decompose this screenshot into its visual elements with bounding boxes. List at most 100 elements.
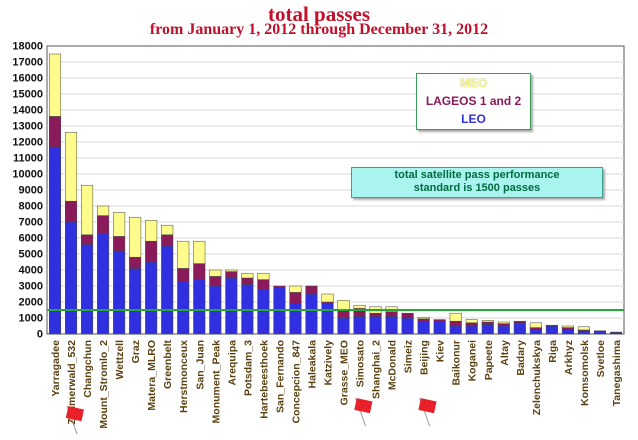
bar-segment-lageos-1-and-2 <box>193 263 206 280</box>
bar-segment-meo <box>241 272 254 279</box>
bar-segment-lageos-1-and-2 <box>465 322 478 327</box>
y-tick-label: 14000 <box>12 105 43 117</box>
bar-segment-lageos-1-and-2 <box>225 271 238 279</box>
x-tick-label: Changchun <box>82 340 94 398</box>
bar-segment-meo <box>145 220 158 242</box>
bar-segment-leo <box>321 303 334 335</box>
bar-segment-leo <box>129 268 142 335</box>
bar-segment-meo <box>257 272 270 280</box>
x-tick-label: McDonald <box>387 340 399 390</box>
y-tick-label: 10000 <box>12 169 43 181</box>
bar-segment-leo <box>369 316 382 335</box>
bar-segment-lageos-1-and-2 <box>449 320 462 327</box>
china-flag-icon <box>418 397 437 427</box>
bar-segment-leo <box>257 288 270 335</box>
x-tick-label: Wettzell <box>114 340 126 380</box>
bar-segment-leo <box>417 320 430 335</box>
bar-segment-leo <box>449 325 462 335</box>
y-tick-label: 0 <box>37 329 43 341</box>
bar-segment-leo <box>97 232 110 335</box>
legend: MEO LAGEOS 1 and 2 LEO <box>416 73 531 130</box>
y-tick-label: 2000 <box>19 297 43 309</box>
x-tick-label: Altay <box>499 340 511 366</box>
x-tick-label: Kiev <box>435 340 447 362</box>
y-tick-label: 13000 <box>12 121 43 133</box>
bar-segment-leo <box>513 322 526 335</box>
y-tick-label: 4000 <box>19 265 43 277</box>
y-tick-label: 15000 <box>12 89 43 101</box>
bar-segment-meo <box>465 319 478 324</box>
y-tick-label: 9000 <box>19 185 43 197</box>
bar-segment-meo <box>449 312 462 322</box>
bar-segment-leo <box>433 320 446 335</box>
x-tick-label: Haleakala <box>306 340 318 389</box>
x-tick-label: Koganei <box>467 340 479 382</box>
legend-meo: MEO <box>459 76 488 90</box>
x-tick-label: Mount_Stromlo_2 <box>98 340 110 429</box>
bar-segment-lageos-1-and-2 <box>145 240 158 263</box>
bar-segment-lageos-1-and-2 <box>593 330 606 332</box>
bar-segment-lageos-1-and-2 <box>48 116 62 148</box>
y-tick-label: 3000 <box>19 281 43 293</box>
bar-segment-leo <box>465 325 478 335</box>
bar-segment-meo <box>97 205 110 216</box>
legend-lageos: LAGEOS 1 and 2 <box>425 94 522 108</box>
bar-segment-meo <box>48 53 62 117</box>
bar-segment-leo <box>305 293 318 335</box>
bar-segment-lageos-1-and-2 <box>241 277 254 285</box>
bar-segment-meo <box>177 240 190 269</box>
bar-segment-meo <box>577 326 590 331</box>
bar-segment-leo <box>529 328 542 335</box>
bar-segment-lageos-1-and-2 <box>337 309 350 319</box>
x-tick-label: Badary <box>515 340 527 376</box>
bar-segment-leo <box>593 331 606 335</box>
bar-segment-lageos-1-and-2 <box>129 256 142 269</box>
x-tick-label: Grasse_MEO <box>339 340 351 405</box>
x-tick-label: Svetloe <box>595 340 607 378</box>
bar-segment-leo <box>497 325 510 335</box>
bar-segment-meo <box>161 224 174 236</box>
x-tick-label: Potsdam_3 <box>242 340 254 396</box>
bar-segment-meo <box>113 212 126 237</box>
note-line-2: standard is 1500 passes <box>413 182 541 194</box>
china-flag-icon <box>65 405 84 435</box>
bar-segment-lageos-1-and-2 <box>497 323 510 327</box>
x-tick-label: Simeiz <box>403 340 415 373</box>
bar-segment-lageos-1-and-2 <box>273 285 286 288</box>
x-tick-label: Komsomolsk <box>579 340 591 406</box>
bar-segment-meo <box>321 293 334 303</box>
bar-segment-leo <box>48 146 62 335</box>
performance-note: total satellite pass performance standar… <box>351 167 603 198</box>
note-line-1: total satellite pass performance <box>394 169 560 181</box>
bar-segment-lageos-1-and-2 <box>81 234 94 245</box>
bar-segment-meo <box>129 216 142 258</box>
x-tick-label: Tanegashima <box>611 340 623 406</box>
bar-segment-lageos-1-and-2 <box>401 312 414 319</box>
bar-segment-lageos-1-and-2 <box>209 276 222 287</box>
bar-segment-leo <box>161 245 174 335</box>
x-tick-label: Simosato <box>355 340 367 387</box>
x-tick-label: Beijing <box>419 340 431 375</box>
legend-leo: LEO <box>461 112 486 126</box>
bar-segment-lageos-1-and-2 <box>385 311 398 317</box>
bar-segment-lageos-1-and-2 <box>177 268 190 282</box>
china-flag-icon <box>354 397 373 427</box>
y-tick-label: 5000 <box>19 249 43 261</box>
bar-segment-meo <box>81 184 94 236</box>
y-tick-label: 16000 <box>12 73 43 85</box>
x-tick-label: Arkhyz <box>563 340 575 375</box>
bar-segment-leo <box>81 244 94 335</box>
y-tick-label: 12000 <box>12 137 43 149</box>
bar-segment-leo <box>481 324 494 335</box>
x-tick-label: Katzively <box>322 340 334 386</box>
x-tick-label: Matera_MLRO <box>146 340 158 411</box>
bar-segment-leo <box>145 261 158 335</box>
bar-segment-leo <box>401 317 414 335</box>
y-tick-label: 1000 <box>19 313 43 325</box>
y-tick-label: 17000 <box>12 57 43 69</box>
x-tick-label: San_Juan <box>194 340 206 390</box>
x-tick-label: Papeete <box>483 340 495 380</box>
bar-segment-leo <box>561 328 574 335</box>
y-tick-label: 6000 <box>19 233 43 245</box>
bar-segment-meo <box>337 300 350 311</box>
